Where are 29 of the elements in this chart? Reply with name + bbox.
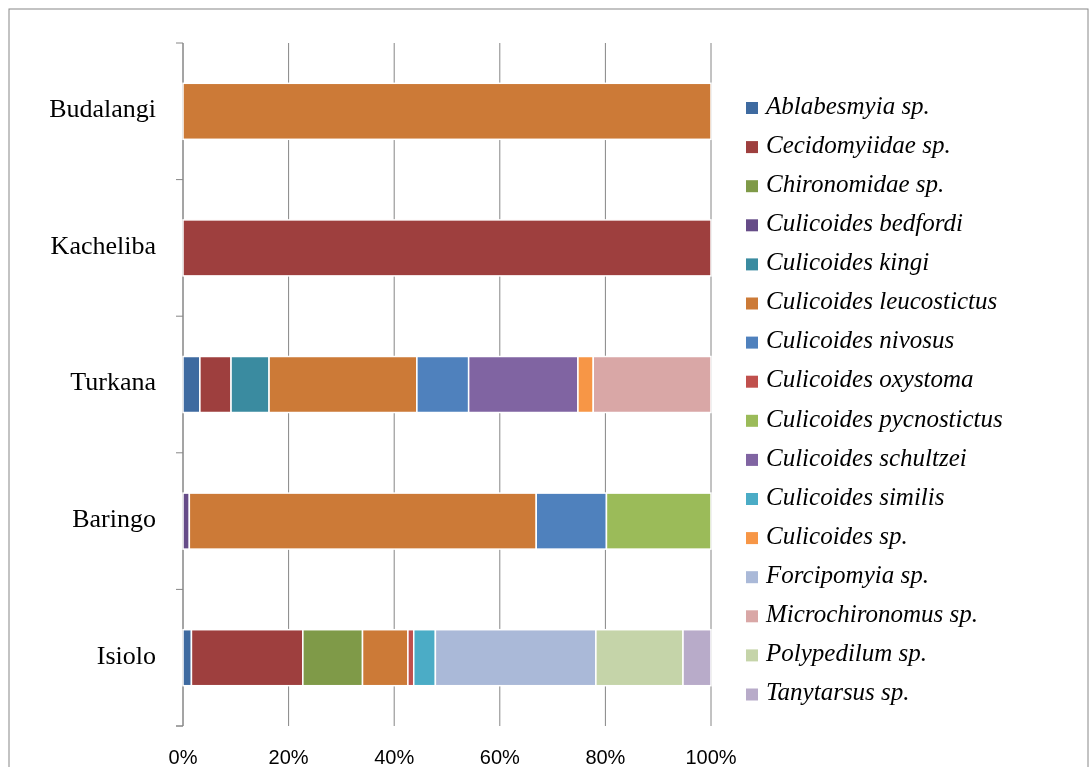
- legend-label: Culicoides kingi: [766, 248, 930, 276]
- legend-label: Polypedilum sp.: [765, 639, 928, 667]
- legend-label: Culicoides oxystoma: [766, 365, 974, 393]
- y-tick-label: Isiolo: [96, 640, 156, 670]
- legend-label: Culicoides bedfordi: [766, 209, 964, 237]
- x-tick-label: 40%: [374, 746, 415, 767]
- legend-label: Tanytarsus sp.: [766, 678, 910, 706]
- legend-label: Culicoides similis: [766, 482, 945, 510]
- x-tick-label: 80%: [585, 746, 626, 767]
- y-tick-label: Turkana: [70, 367, 157, 397]
- bar: [182, 219, 712, 277]
- legend-label: Ablabesmyia sp.: [764, 91, 930, 119]
- legend-label: Culicoides nivosus: [766, 326, 955, 354]
- legend-label: Cecidomyiidae sp.: [766, 130, 951, 158]
- y-tick-label: Kacheliba: [50, 230, 157, 260]
- x-tick-label: 0%: [168, 746, 198, 767]
- legend-label: Culicoides pycnostictus: [766, 404, 1003, 432]
- x-tick-label: 60%: [479, 746, 521, 767]
- legend-label: Chironomidae sp.: [766, 169, 945, 197]
- legend-label: Microchironomus sp.: [765, 600, 979, 628]
- x-tick-label: 100%: [685, 746, 737, 767]
- x-tick-label: 20%: [268, 746, 309, 767]
- legend-label: Culicoides schultzei: [766, 443, 967, 471]
- bar: [182, 82, 712, 141]
- y-tick-label: Baringo: [72, 504, 156, 534]
- legend-label: Culicoides sp.: [766, 521, 908, 549]
- legend-label: Forcipomyia sp.: [765, 560, 929, 588]
- y-tick-label: Budalangi: [49, 94, 156, 124]
- legend-label: Culicoides leucostictus: [766, 287, 998, 315]
